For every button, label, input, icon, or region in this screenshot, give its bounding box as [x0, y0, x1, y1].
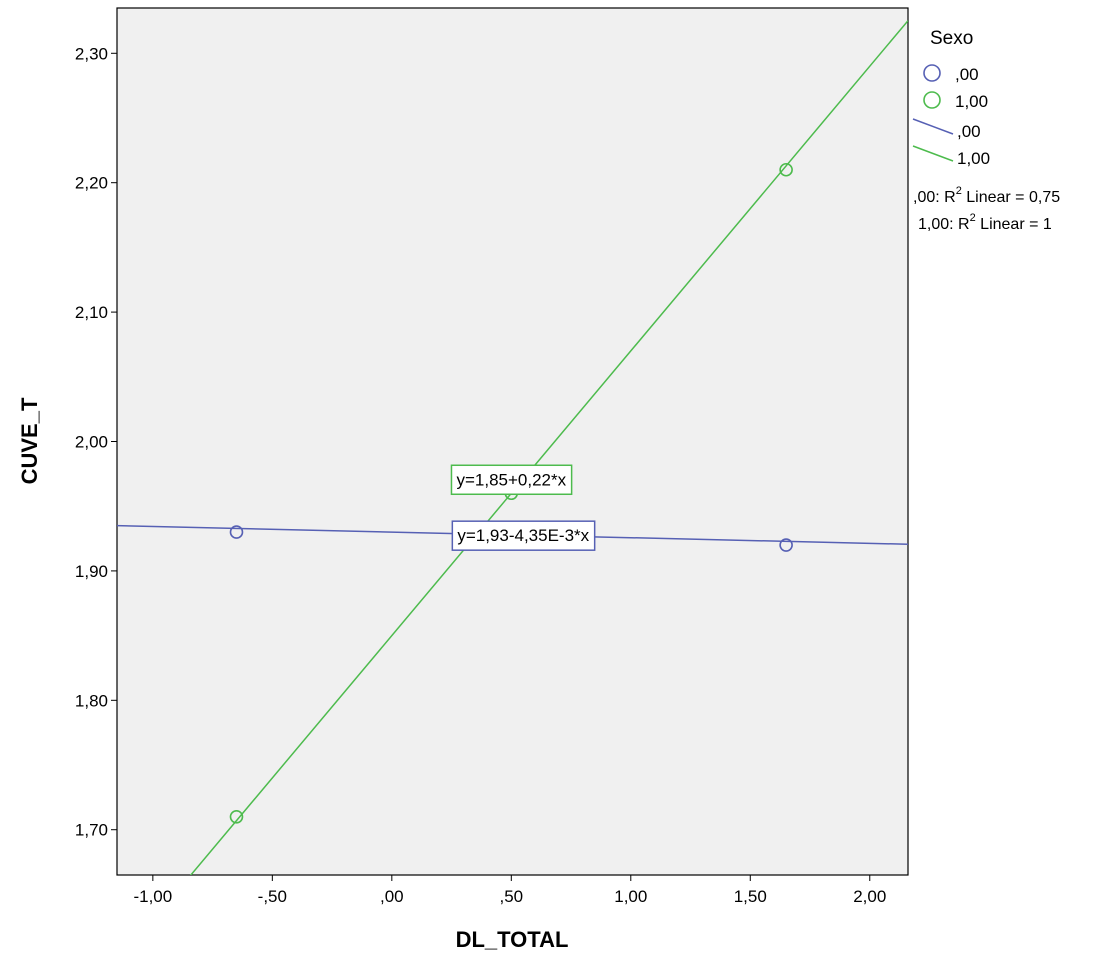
y-axis: 1,70 1,80 1,90 2,00 2,10 2,20 2,30	[75, 44, 117, 840]
data-point-series-1-0	[229, 809, 244, 824]
legend-r2-note: ,00: R2 Linear = 0,75	[913, 185, 1060, 206]
legend-marker-0	[923, 64, 941, 82]
y-tick-label: 2,30	[75, 44, 108, 63]
y-axis-title: CUVE_T	[17, 397, 42, 484]
x-axis-title: DL_TOTAL	[456, 927, 569, 952]
fit-label-text-series-1: y=1,85+0,22*x	[456, 470, 566, 489]
r2-suffix: Linear = 0,75	[962, 189, 1060, 206]
y-tick-label: 2,00	[75, 433, 108, 452]
legend-label: ,00	[957, 122, 981, 141]
plot-area	[116, 7, 909, 876]
legend-line-0	[912, 118, 954, 135]
legend-r2-note: 1,00: R2 Linear = 1	[918, 212, 1052, 233]
fit-label-box-series-0	[451, 520, 596, 551]
fit-label-series-0: y=1,93-4,35E-3*x	[451, 520, 596, 551]
y-tick-label: 1,80	[75, 691, 108, 710]
legend-title: Sexo	[930, 28, 973, 49]
y-tick-label: 2,20	[75, 174, 108, 193]
legend-label: ,00	[955, 65, 979, 84]
y-tick-label: 2,10	[75, 303, 108, 322]
y-tick-label: 1,70	[75, 821, 108, 840]
x-tick-label: ,50	[499, 887, 523, 906]
legend-label: 1,00	[955, 92, 988, 111]
y-tick-label: 1,90	[75, 562, 108, 581]
x-tick-label: 1,00	[614, 887, 647, 906]
legend-line-1	[912, 145, 954, 162]
x-axis: -1,00 -,50 ,00 ,50 1,00 1,50 2,00	[133, 875, 886, 906]
x-tick-label: -,50	[258, 887, 287, 906]
fit-label-box-series-1	[450, 464, 573, 496]
data-point-series-0-1	[779, 538, 793, 552]
x-tick-label: -1,00	[133, 887, 172, 906]
data-point-series-1-2	[779, 162, 793, 177]
data-point-series-0-0	[229, 525, 244, 539]
r2-superscript: 2	[970, 212, 976, 224]
x-tick-label: 1,50	[734, 887, 767, 906]
fit-label-text-series-0: y=1,93-4,35E-3*x	[457, 526, 589, 545]
x-tick-label: 2,00	[853, 887, 886, 906]
fit-label-series-1: y=1,85+0,22*x	[450, 464, 573, 496]
legend-marker-1	[923, 91, 941, 109]
r2-superscript: 2	[956, 185, 962, 197]
x-tick-label: ,00	[380, 887, 404, 906]
r2-suffix: Linear = 1	[976, 216, 1052, 233]
fit-equation-labels: y=1,93-4,35E-3*x y=1,85+0,22*x	[450, 464, 596, 551]
legend-label: 1,00	[957, 149, 990, 168]
r2-prefix: ,00: R	[913, 189, 956, 206]
r2-prefix: 1,00: R	[918, 216, 970, 233]
legend: Sexo ,001,00,001,00,00: R2 Linear = 0,75…	[912, 28, 1060, 233]
